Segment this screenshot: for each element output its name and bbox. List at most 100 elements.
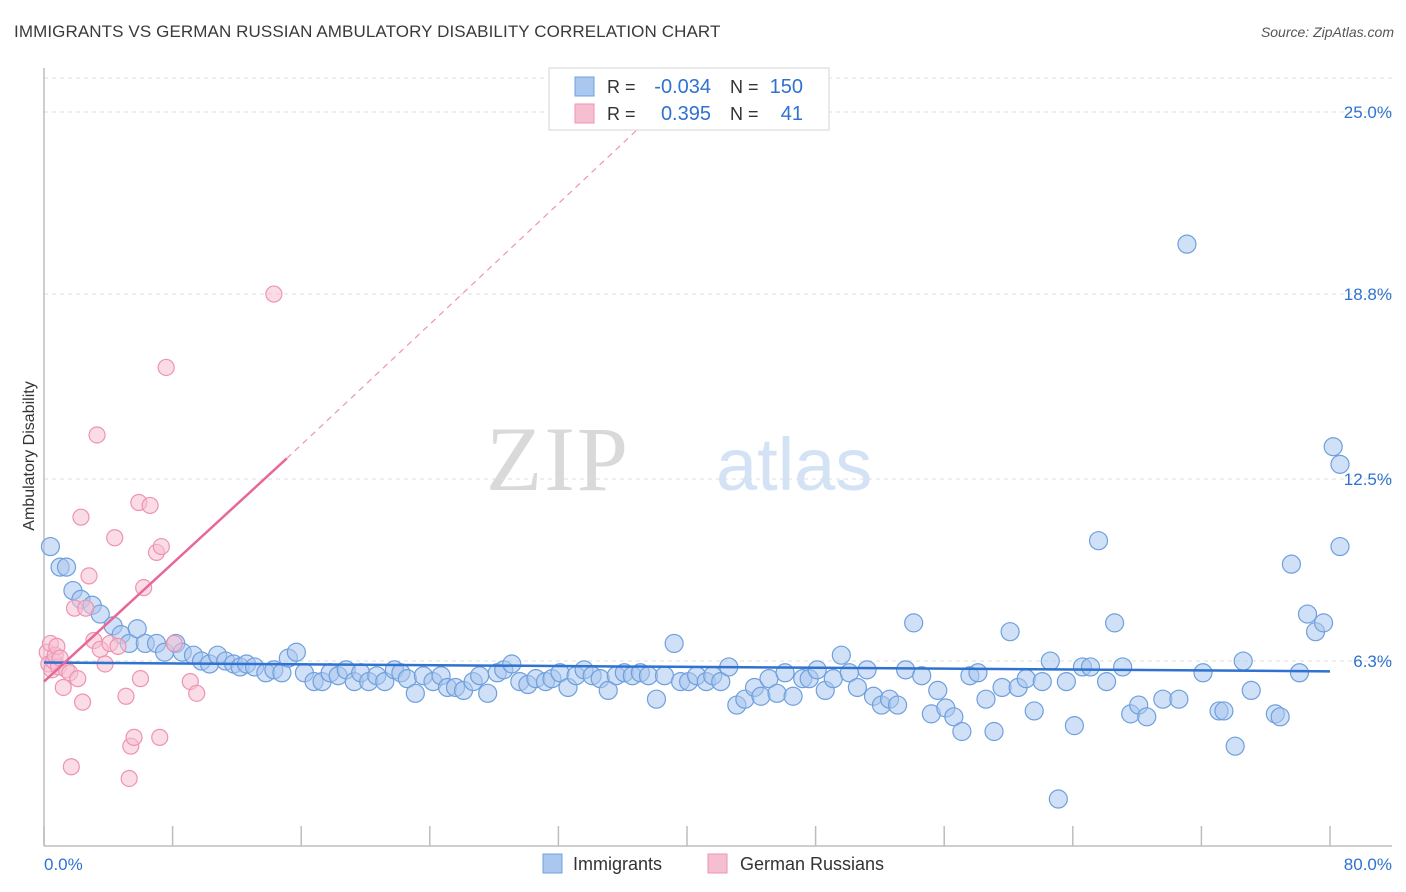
german-russians-point	[80, 567, 98, 585]
immigrants-r-value: -0.034	[654, 76, 711, 98]
immigrants-point	[1270, 707, 1290, 727]
immigrants-point	[478, 683, 498, 703]
immigrants-point	[1088, 531, 1109, 551]
immigrants-point	[1000, 622, 1020, 642]
immigrants-point	[638, 666, 659, 686]
immigrants-point	[1297, 604, 1318, 624]
y-tick-label: 18.8%	[1344, 285, 1392, 304]
immigrants-point	[127, 619, 147, 639]
chart-title: IMMIGRANTS VS GERMAN RUSSIAN AMBULATORY …	[14, 22, 721, 41]
german-russians-point	[165, 634, 183, 653]
german-russians-point	[109, 637, 127, 655]
german-russians-point	[125, 728, 143, 746]
stats-legend-frame	[548, 67, 830, 131]
legend-immigrants-label: Immigrants	[573, 854, 662, 874]
immigrants-point	[1323, 437, 1343, 457]
x-axis-ticks	[43, 826, 1331, 846]
immigrants-point	[286, 642, 306, 662]
watermark: ZIP atlas	[486, 408, 872, 510]
watermark-atlas: atlas	[716, 423, 872, 506]
immigrants-point	[646, 689, 667, 709]
immigrants-point	[598, 680, 618, 701]
immigrants-point	[405, 683, 425, 703]
german-russians-r-value: 0.395	[661, 103, 711, 125]
immigrants-point	[1225, 736, 1245, 756]
immigrants-point	[664, 633, 684, 654]
immigrants-point	[1233, 651, 1253, 671]
german-russians-swatch	[574, 103, 595, 124]
german-russians-trend-line	[43, 457, 288, 683]
german-russians-point	[152, 537, 170, 556]
german-russians-point	[188, 684, 206, 702]
stats-legend: R = -0.034 N = 150 R = 0.395 N = 41	[548, 67, 830, 131]
trend-lines	[43, 126, 1331, 683]
german-russians-point	[265, 285, 283, 303]
legend-german-russians-label: German Russians	[740, 854, 884, 874]
immigrants-point	[1281, 554, 1302, 574]
immigrants-n-label: N =	[730, 77, 759, 97]
immigrants-point	[887, 695, 908, 715]
immigrants-point	[1330, 454, 1350, 474]
y-tick-label: 6.3%	[1353, 652, 1392, 671]
immigrants-point	[823, 669, 843, 689]
immigrants-point	[1153, 689, 1173, 709]
immigrants-point	[40, 536, 61, 557]
german-russians-point	[88, 426, 106, 444]
immigrants-point	[928, 680, 948, 701]
immigrants-point	[944, 707, 964, 727]
immigrants-point	[1330, 536, 1350, 557]
immigrants-point	[976, 689, 996, 709]
german-russians-point	[106, 529, 124, 547]
german-russians-trend-extension	[286, 126, 641, 459]
immigrants-n-value: 150	[770, 76, 803, 98]
immigrants-point	[1214, 701, 1234, 721]
german-russians-points	[38, 285, 283, 788]
immigrants-point	[1040, 651, 1060, 671]
source-credit: Source: ZipAtlas.com	[1260, 24, 1394, 40]
legend-german-russians-swatch	[707, 853, 728, 874]
german-russians-point	[157, 358, 175, 377]
watermark-zip: ZIP	[486, 408, 630, 510]
immigrants-point	[1016, 669, 1036, 689]
german-russians-n-value: 41	[781, 103, 803, 125]
immigrants-point	[1080, 657, 1101, 677]
immigrants-point	[1104, 613, 1125, 633]
immigrants-point	[847, 677, 867, 698]
immigrants-point	[807, 660, 827, 680]
legend-immigrants-swatch	[542, 853, 563, 874]
immigrants-point	[783, 686, 803, 706]
immigrants-point	[1064, 716, 1085, 736]
german-russians-point	[151, 728, 169, 746]
immigrants-point	[912, 666, 932, 686]
german-russians-point	[54, 678, 72, 697]
immigrants-point	[1241, 680, 1261, 701]
immigrants-point	[751, 686, 771, 706]
german-russians-n-label: N =	[730, 104, 759, 124]
immigrants-point	[1177, 234, 1197, 254]
immigrants-point	[1289, 663, 1310, 683]
immigrants-r-label: R =	[607, 77, 636, 97]
immigrants-point	[1169, 689, 1189, 709]
immigrants-point	[952, 721, 972, 742]
german-russians-point	[69, 670, 87, 688]
immigrants-point	[831, 645, 851, 665]
immigrants-point	[896, 660, 916, 680]
y-tick-label: 12.5%	[1344, 470, 1392, 489]
y-tick-labels: 6.3% 12.5% 18.8% 25.0%	[1344, 103, 1392, 671]
german-russians-r-label: R =	[607, 104, 636, 124]
german-russians-point	[73, 693, 92, 711]
german-russians-point	[77, 599, 95, 617]
grid-lines	[44, 77, 1392, 662]
immigrants-point	[1313, 613, 1334, 633]
german-russians-point	[72, 508, 90, 526]
immigrants-point	[502, 654, 522, 674]
immigrants-point	[56, 557, 77, 577]
series-legend: Immigrants German Russians	[542, 853, 884, 874]
x-tick-label-max: 80.0%	[1344, 855, 1392, 874]
immigrants-point	[904, 613, 924, 633]
immigrants-point	[767, 683, 787, 703]
immigrants-point	[1096, 671, 1117, 692]
immigrants-point	[1032, 671, 1052, 692]
y-axis-label: Ambulatory Disability	[21, 381, 38, 530]
german-russians-point	[135, 579, 153, 597]
